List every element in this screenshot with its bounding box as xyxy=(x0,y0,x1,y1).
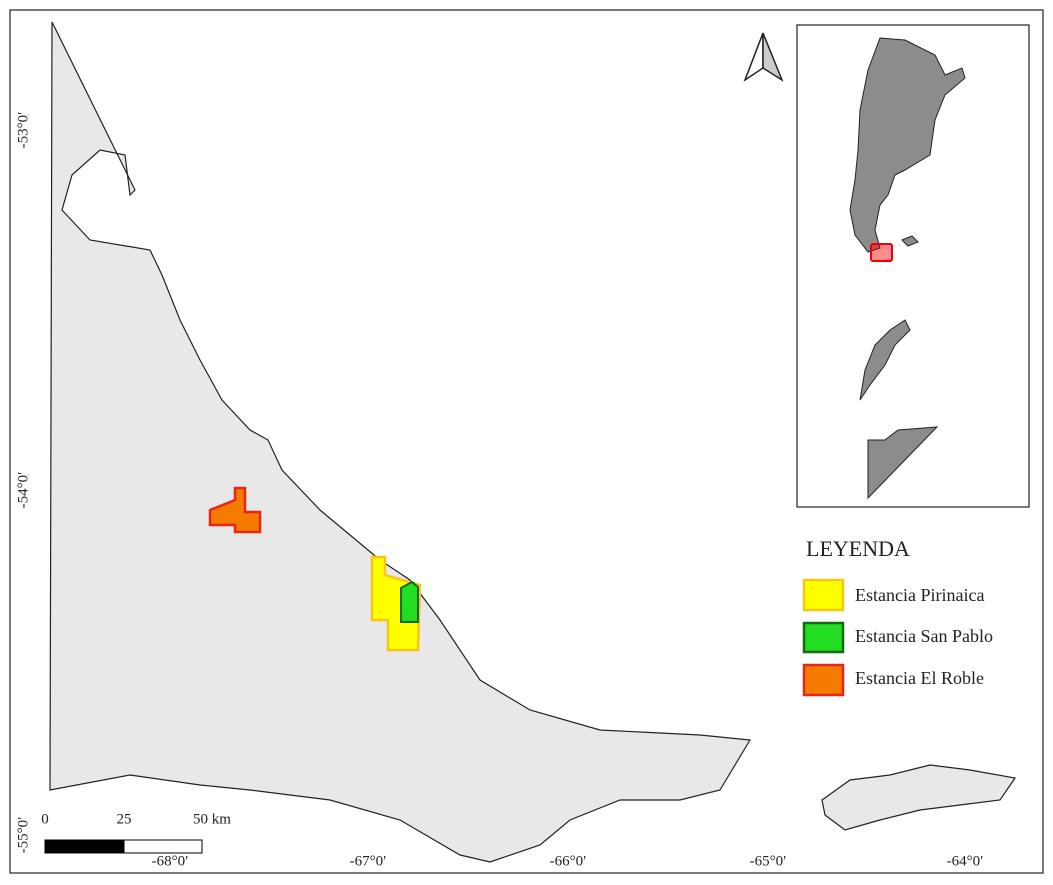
legend-title: LEYENDA xyxy=(806,536,910,561)
inset-malvinas xyxy=(901,235,919,247)
inset-antarctic-peninsula xyxy=(859,319,911,401)
legend-item: Estancia El Roble xyxy=(855,668,984,688)
inset-highlight xyxy=(870,243,893,262)
scale-bar-black xyxy=(44,839,125,854)
island xyxy=(49,21,752,863)
scale-label: 0 xyxy=(41,811,49,827)
lon-label: -66°0′ xyxy=(550,853,587,869)
scale-label: 50 km xyxy=(193,811,231,827)
lon-label: -68°0′ xyxy=(152,853,189,869)
legend-item: Estancia Pirinaica xyxy=(855,585,984,605)
legend-swatch xyxy=(802,578,845,612)
lon-label: -67°0′ xyxy=(350,853,387,869)
lat-label: -54°0′ xyxy=(15,472,31,509)
islands-east xyxy=(821,764,1017,831)
inset-antarctica xyxy=(867,426,939,500)
inset-argentina xyxy=(849,37,966,253)
estancia-el-roble xyxy=(208,486,262,534)
north-arrow-right xyxy=(762,32,784,82)
lon-label: -64°0′ xyxy=(947,853,984,869)
legend-item: Estancia San Pablo xyxy=(855,626,993,646)
scale-bar-white xyxy=(123,839,203,854)
lat-label: -55°0′ xyxy=(15,817,31,854)
estancia-san-pablo xyxy=(400,580,419,623)
lat-label: -53°0′ xyxy=(15,112,31,149)
scale-label: 25 xyxy=(117,811,132,827)
estancia-pirinaica xyxy=(370,555,422,652)
legend-swatch xyxy=(802,663,845,697)
legend-swatch xyxy=(802,621,845,654)
lon-label: -65°0′ xyxy=(750,853,787,869)
